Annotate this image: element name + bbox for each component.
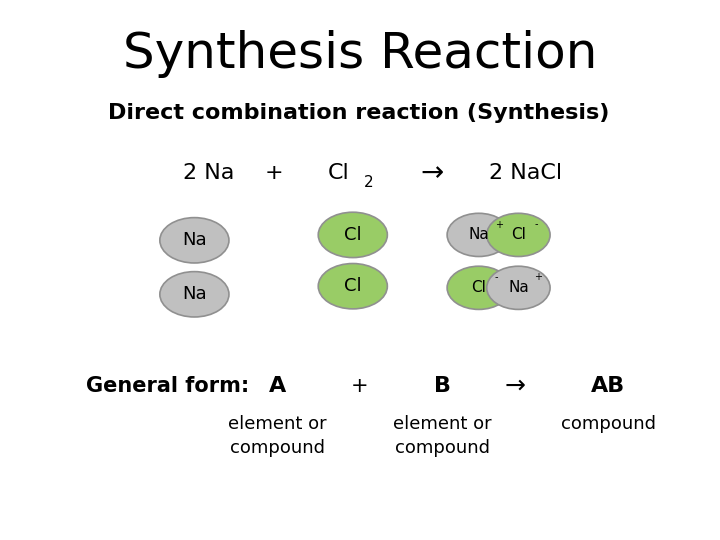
Text: -: - bbox=[534, 219, 538, 230]
Text: +: + bbox=[264, 163, 283, 183]
Text: Cl: Cl bbox=[472, 280, 486, 295]
Text: Direct combination reaction (Synthesis): Direct combination reaction (Synthesis) bbox=[108, 103, 609, 124]
Text: +: + bbox=[351, 376, 369, 396]
Text: A: A bbox=[269, 376, 286, 396]
Text: Cl: Cl bbox=[511, 227, 526, 242]
Text: compound: compound bbox=[395, 439, 490, 457]
Text: 2 NaCl: 2 NaCl bbox=[489, 163, 562, 183]
Text: Na: Na bbox=[469, 227, 489, 242]
Text: -: - bbox=[495, 272, 498, 282]
Text: →: → bbox=[420, 159, 444, 187]
Text: element or: element or bbox=[228, 415, 326, 433]
Text: AB: AB bbox=[591, 376, 626, 396]
Text: Synthesis Reaction: Synthesis Reaction bbox=[123, 30, 597, 78]
Text: 2 Na: 2 Na bbox=[183, 163, 235, 183]
Text: Cl: Cl bbox=[328, 163, 349, 183]
Text: Na: Na bbox=[182, 285, 207, 303]
Text: Cl: Cl bbox=[344, 277, 361, 295]
Text: 2: 2 bbox=[364, 175, 374, 190]
Text: +: + bbox=[534, 272, 542, 282]
Text: Cl: Cl bbox=[344, 226, 361, 244]
Text: B: B bbox=[434, 376, 451, 396]
Text: compound: compound bbox=[230, 439, 325, 457]
Text: General form:: General form: bbox=[86, 376, 250, 396]
Text: element or: element or bbox=[394, 415, 492, 433]
Text: compound: compound bbox=[561, 415, 656, 433]
Text: Na: Na bbox=[182, 231, 207, 249]
Text: →: → bbox=[504, 374, 526, 398]
Text: +: + bbox=[495, 219, 503, 230]
Text: Na: Na bbox=[508, 280, 528, 295]
